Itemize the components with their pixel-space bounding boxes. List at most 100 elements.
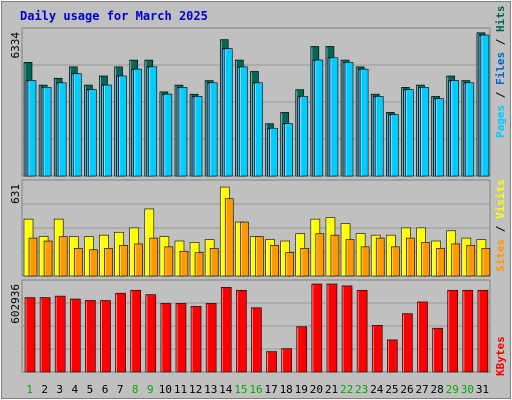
pages-bar (480, 34, 490, 177)
pages-bar (254, 82, 263, 177)
kbytes-bar (236, 289, 247, 373)
pages-bar (118, 75, 127, 177)
kbytes-bar (341, 285, 353, 373)
kbytes-bar (311, 283, 323, 373)
day-label: 10 (159, 383, 172, 396)
pages-bar (420, 87, 429, 177)
kbytes-bar (477, 289, 489, 373)
kbytes-bar (296, 326, 308, 373)
sites-bar (164, 246, 174, 277)
day-label: 31 (476, 383, 489, 396)
pages-bar (239, 66, 248, 177)
pages-bar (435, 98, 444, 177)
sites-bar (43, 240, 53, 277)
sites-bar (285, 252, 294, 277)
pages-bar (450, 80, 460, 177)
day-label: 28 (431, 383, 444, 396)
legend-mid-part: Sites (494, 239, 507, 272)
sites-bar (89, 249, 98, 277)
pages-bar (314, 59, 324, 177)
sites-bar (300, 247, 310, 277)
pages-bar (193, 96, 203, 177)
kbytes-bar (371, 324, 383, 373)
pages-bar (42, 87, 52, 177)
legend-mid-part: Visits (494, 179, 507, 219)
day-label: 1 (26, 383, 33, 396)
day-label: 23 (355, 383, 368, 396)
pages-bar (344, 62, 354, 177)
kbytes-bar (326, 283, 338, 373)
pages-bar (329, 57, 339, 177)
pages-bar (163, 93, 173, 177)
day-label: 15 (234, 383, 247, 396)
sites-bar (58, 236, 68, 277)
pages-bar (148, 66, 158, 177)
legend-bottom: KBytes (494, 336, 507, 376)
sites-bar (375, 237, 385, 277)
pages-bar (374, 96, 384, 177)
day-label: 18 (280, 383, 293, 396)
kbytes-bar (130, 289, 141, 373)
sites-bar (421, 242, 430, 277)
sites-bar (179, 250, 189, 277)
kbytes-bar (24, 297, 36, 373)
kbytes-bar (447, 289, 459, 373)
sites-bar (360, 246, 370, 277)
day-label: 20 (310, 383, 323, 396)
sites-bar (436, 247, 445, 277)
day-label: 29 (446, 383, 459, 396)
day-label: 30 (461, 383, 474, 396)
kbytes-bar (190, 306, 202, 373)
sites-bar (255, 236, 264, 277)
sites-bar (194, 252, 204, 277)
kbytes-bar (266, 351, 277, 373)
day-label: 17 (264, 383, 277, 396)
sites-bar (104, 247, 113, 277)
legend-bottom-part: KBytes (494, 336, 507, 376)
sites-bar (315, 233, 325, 277)
day-label: 26 (400, 383, 413, 396)
kbytes-bar (100, 300, 111, 373)
chart-title: Daily usage for March 2025 (20, 9, 208, 23)
day-label: 21 (325, 383, 338, 396)
kbytes-bar (115, 292, 126, 373)
sites-bar (28, 237, 38, 277)
pages-bar (465, 82, 475, 177)
day-label: 25 (385, 383, 398, 396)
ymax-label: 631 (9, 184, 22, 204)
sites-bar (451, 243, 461, 277)
kbytes-bar (54, 295, 66, 373)
sites-bar (481, 247, 491, 277)
legend-top: Pages / Files / Hits (494, 6, 507, 139)
kbytes-bar (69, 298, 81, 373)
sites-bar (391, 246, 400, 277)
pages-bar (88, 89, 97, 177)
pages-bar (284, 123, 293, 177)
kbytes-bar (402, 313, 413, 373)
day-label: 14 (219, 383, 233, 396)
kbytes-bar (356, 289, 368, 373)
kbytes-bar (220, 287, 232, 373)
kbytes-bar (281, 348, 292, 373)
day-label: 13 (204, 383, 217, 396)
day-label: 19 (295, 383, 308, 396)
sites-bar (406, 237, 415, 277)
pages-bar (133, 68, 142, 177)
pages-bar (103, 84, 112, 177)
day-label: 6 (102, 383, 109, 396)
day-label: 27 (415, 383, 428, 396)
day-label: 9 (147, 383, 154, 396)
legend-top-part: Files (494, 52, 507, 85)
kbytes-bar (251, 307, 262, 373)
day-label: 11 (174, 383, 187, 396)
legend-top-part: Pages (494, 105, 507, 138)
day-label: 24 (370, 383, 384, 396)
kbytes-bar (160, 303, 172, 373)
pages-bar (269, 127, 278, 177)
sites-bar (466, 245, 476, 277)
pages-bar (208, 82, 218, 177)
kbytes-bar (85, 300, 96, 373)
